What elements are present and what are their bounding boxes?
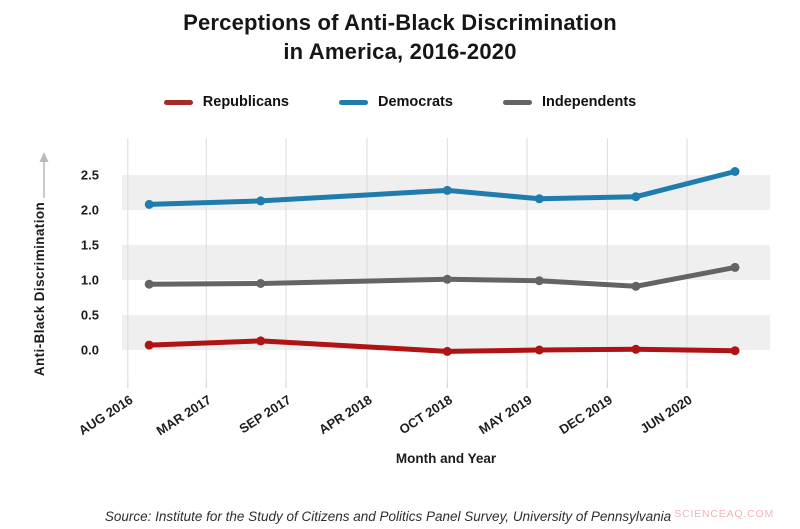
legend-item-independents: Independents [502, 94, 637, 110]
data-point-democrats [631, 192, 641, 202]
data-point-republicans [442, 346, 452, 356]
data-point-independents [256, 279, 266, 288]
chart-title-line1: Perceptions of Anti-Black Discrimination [183, 10, 617, 35]
y-tick-label: 0.5 [81, 308, 99, 323]
data-point-republicans [144, 340, 154, 350]
data-point-democrats [256, 196, 266, 206]
data-point-independents [631, 281, 641, 291]
x-tick-label: MAY 2019 [476, 392, 534, 437]
y-tick-label: 1.5 [81, 238, 99, 253]
series-line-republicans [146, 338, 738, 354]
source-note: Source: Institute for the Study of Citiz… [104, 509, 672, 524]
plot-band [122, 245, 770, 280]
legend-label-republicans: Republicans [202, 94, 289, 110]
data-point-independents [534, 276, 544, 286]
y-tick-label: 0.0 [81, 343, 99, 358]
x-tick-label: MAR 2017 [154, 392, 214, 438]
data-point-independents [730, 262, 740, 272]
chart-title-line2: in America, 2016-2020 [283, 39, 517, 65]
legend-swatch-republicans-icon [163, 99, 193, 105]
legend-swatch-independents-icon [502, 99, 532, 105]
legend-label-independents: Independents [541, 94, 637, 110]
x-axis-title: Month and Year [396, 451, 497, 466]
y-tick-label: 2.0 [81, 203, 99, 218]
chart-title: Perceptions of Anti-Black Discrimination… [0, 8, 800, 66]
legend-item-republicans: Republicans [163, 94, 289, 110]
x-tick-label: OCT 2018 [396, 392, 454, 437]
data-point-democrats [442, 185, 452, 195]
line-chart-svg: 0.0 0.5 1.0 1.5 2.0 2.5 AUG 2016 MAR 2017 SEP 20… [32, 138, 770, 466]
x-tick-label: DEC 2019 [557, 392, 615, 437]
y-axis-title: Anti-Black Discrimination [32, 202, 47, 376]
chart-legend: Republicans Democrats Independents [0, 94, 800, 110]
data-point-republicans [256, 336, 266, 346]
data-point-independents [144, 279, 154, 289]
data-point-democrats [730, 167, 740, 176]
watermark-text: SCIENCEAQ.COM [674, 508, 774, 520]
y-tick-label: 2.5 [81, 168, 99, 183]
legend-label-democrats: Democrats [378, 94, 453, 110]
y-tick-label: 1.0 [81, 273, 99, 288]
data-point-democrats [144, 199, 154, 209]
x-tick-label: AUG 2016 [76, 392, 136, 438]
data-point-democrats [534, 194, 544, 204]
x-tick-label: APR 2018 [316, 392, 374, 437]
x-tick-label: SEP 2017 [237, 392, 294, 436]
y-axis-arrowhead-icon [39, 152, 49, 162]
legend-swatch-democrats-icon [339, 99, 368, 105]
series-line-democrats [146, 169, 738, 207]
series-line-independents [146, 264, 738, 289]
data-point-republicans [631, 344, 641, 354]
data-point-independents [442, 274, 452, 284]
legend-item-democrats: Democrats [339, 94, 453, 110]
data-point-republicans [534, 345, 544, 355]
data-point-republicans [730, 346, 740, 356]
x-tick-label: JUN 2020 [637, 392, 694, 436]
